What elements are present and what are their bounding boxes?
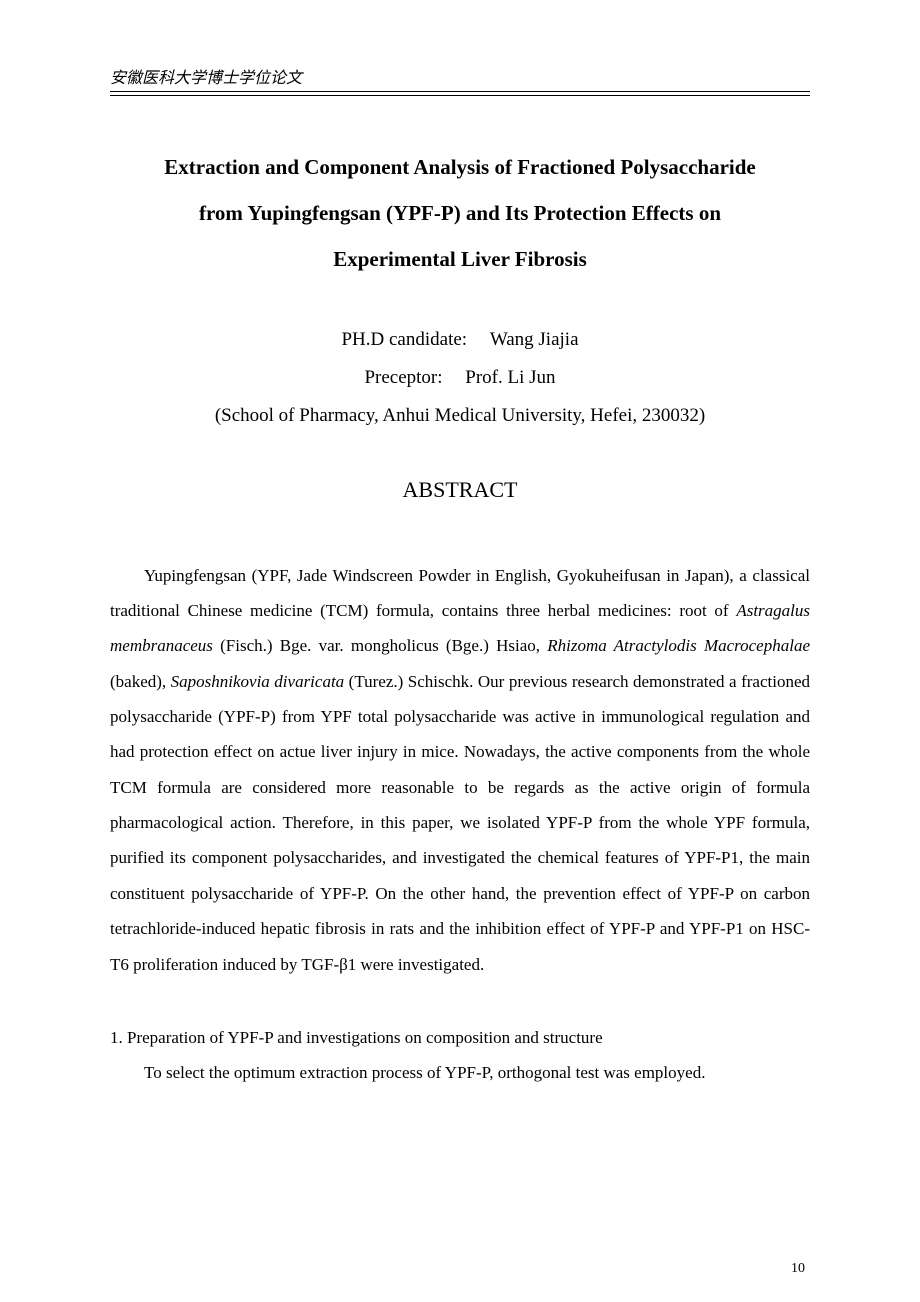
p1-i2: Rhizoma Atractylodis Macrocephalae [547, 636, 810, 655]
preceptor-label: Preceptor: [364, 359, 442, 397]
page-number: 10 [791, 1261, 805, 1277]
affiliation: (School of Pharmacy, Anhui Medical Unive… [110, 397, 810, 435]
preceptor-name: Prof. Li Jun [465, 359, 555, 397]
candidate-row: PH.D candidate: Wang Jiajia [110, 321, 810, 359]
running-header: 安徽医科大学博士学位论文 [110, 64, 810, 88]
section-1-heading: 1. Preparation of YPF-P and investigatio… [110, 1020, 810, 1055]
candidate-name: Wang Jiajia [490, 321, 579, 359]
p1-i3: Saposhnikovia divaricata [171, 672, 345, 691]
abstract-paragraph-1: Yupingfengsan (YPF, Jade Windscreen Powd… [110, 558, 810, 982]
p1-s2: (Fisch.) Bge. var. mongholicus (Bge.) Hs… [213, 636, 547, 655]
title-line-1: Extraction and Component Analysis of Fra… [110, 144, 810, 190]
preceptor-row: Preceptor: Prof. Li Jun [110, 359, 810, 397]
candidate-label: PH.D candidate: [341, 321, 467, 359]
title-line-2: from Yupingfengsan (YPF-P) and Its Prote… [110, 190, 810, 236]
p1-s3: (baked), [110, 672, 171, 691]
title-line-3: Experimental Liver Fibrosis [110, 236, 810, 282]
p1-s1: Yupingfengsan (YPF, Jade Windscreen Powd… [110, 566, 810, 620]
p1-s4: (Turez.) Schischk. Our previous research… [110, 672, 810, 974]
meta-block: PH.D candidate: Wang Jiajia Preceptor: P… [110, 321, 810, 435]
section-1-body: To select the optimum extraction process… [110, 1055, 810, 1090]
page-container: 安徽医科大学博士学位论文 Extraction and Component An… [0, 0, 920, 1302]
abstract-heading: ABSTRACT [110, 477, 810, 503]
header-rule [110, 91, 810, 96]
title-block: Extraction and Component Analysis of Fra… [110, 144, 810, 283]
